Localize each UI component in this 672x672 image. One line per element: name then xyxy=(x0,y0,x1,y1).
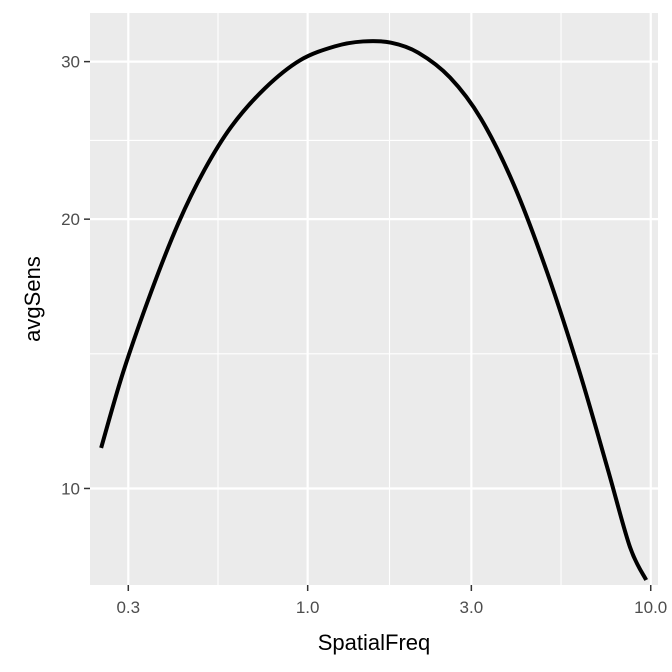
y-axis: 10 20 30 xyxy=(61,53,90,498)
plot-panel xyxy=(90,13,658,585)
x-axis-title: SpatialFreq xyxy=(318,630,431,655)
y-tick-label: 20 xyxy=(61,210,80,229)
series-line xyxy=(99,39,648,581)
x-tick-label: 0.3 xyxy=(116,598,140,617)
y-tick-label: 10 xyxy=(61,479,80,498)
x-axis: 0.3 1.0 3.0 10.0 xyxy=(116,585,667,617)
x-tick-label: 10.0 xyxy=(634,598,667,617)
minor-grid xyxy=(90,13,658,585)
y-axis-title: avgSens xyxy=(20,256,45,342)
x-tick-label: 1.0 xyxy=(296,598,320,617)
y-tick-label: 30 xyxy=(61,53,80,72)
x-tick-label: 3.0 xyxy=(460,598,484,617)
series-layer xyxy=(99,39,648,581)
major-grid xyxy=(90,13,658,585)
